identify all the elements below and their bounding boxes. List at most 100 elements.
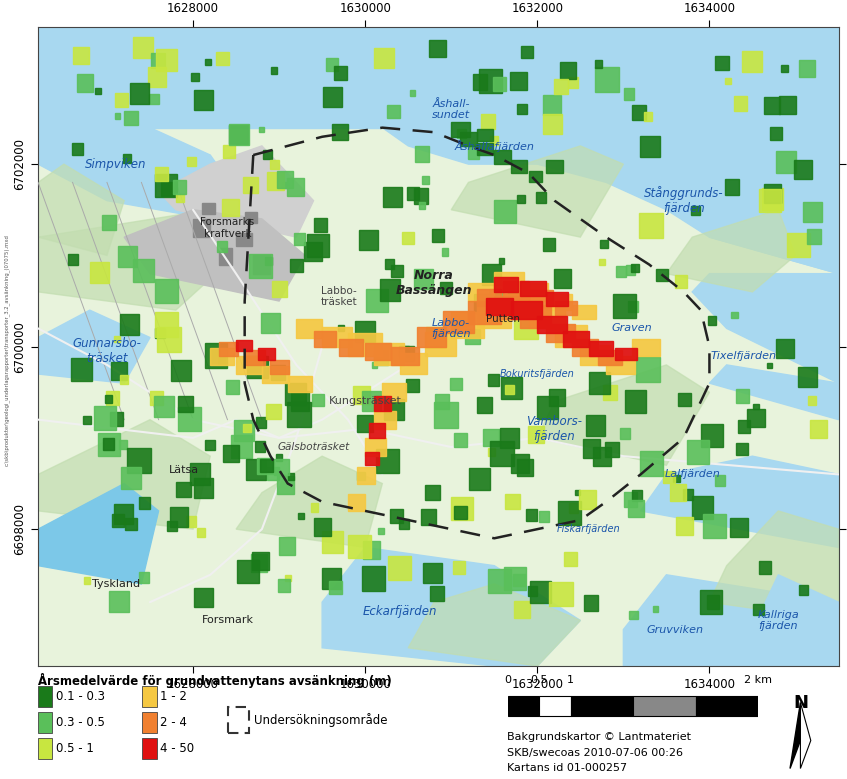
Polygon shape xyxy=(500,428,519,449)
Polygon shape xyxy=(125,210,305,301)
Polygon shape xyxy=(453,561,465,574)
Polygon shape xyxy=(243,425,251,432)
Polygon shape xyxy=(357,467,375,484)
Polygon shape xyxy=(261,312,280,333)
Polygon shape xyxy=(274,460,289,474)
Polygon shape xyxy=(489,289,503,304)
Polygon shape xyxy=(518,459,533,476)
Polygon shape xyxy=(223,145,235,158)
Text: Bakgrundskartor © Lantmateriet: Bakgrundskartor © Lantmateriet xyxy=(507,732,690,742)
Polygon shape xyxy=(517,104,527,115)
Polygon shape xyxy=(632,105,645,121)
Polygon shape xyxy=(119,314,139,335)
Polygon shape xyxy=(112,514,124,527)
Polygon shape xyxy=(72,143,83,155)
Polygon shape xyxy=(365,438,386,456)
Text: Kallriga
fjärden: Kallriga fjärden xyxy=(757,610,800,631)
Polygon shape xyxy=(113,336,120,342)
Text: Gälsboträsket: Gälsboträsket xyxy=(278,442,350,452)
Polygon shape xyxy=(656,269,667,281)
Text: 2 km: 2 km xyxy=(744,675,772,685)
Bar xyxy=(142,712,157,733)
Polygon shape xyxy=(218,241,227,252)
Polygon shape xyxy=(636,357,660,382)
Polygon shape xyxy=(216,51,229,65)
Polygon shape xyxy=(514,313,539,339)
Polygon shape xyxy=(555,325,587,347)
Polygon shape xyxy=(236,340,252,351)
Polygon shape xyxy=(495,150,512,164)
Polygon shape xyxy=(628,301,638,312)
Polygon shape xyxy=(747,408,765,428)
Polygon shape xyxy=(736,389,750,403)
Polygon shape xyxy=(109,591,129,612)
Polygon shape xyxy=(376,449,399,473)
Polygon shape xyxy=(808,397,817,405)
Polygon shape xyxy=(454,506,467,520)
Polygon shape xyxy=(38,128,236,219)
Polygon shape xyxy=(670,485,685,501)
Polygon shape xyxy=(555,301,577,315)
Polygon shape xyxy=(626,265,635,275)
Polygon shape xyxy=(374,343,404,365)
Polygon shape xyxy=(348,128,839,273)
Bar xyxy=(38,686,53,707)
Polygon shape xyxy=(508,289,532,314)
Polygon shape xyxy=(391,347,418,365)
Polygon shape xyxy=(640,456,839,548)
Polygon shape xyxy=(133,259,154,282)
Polygon shape xyxy=(494,199,516,223)
Polygon shape xyxy=(764,97,779,115)
Bar xyxy=(571,696,634,717)
Polygon shape xyxy=(277,477,294,495)
Text: Norra
Bassängen: Norra Bassängen xyxy=(396,269,473,297)
Polygon shape xyxy=(529,580,551,603)
Polygon shape xyxy=(488,374,499,386)
Text: Åshall-
sundet: Åshall- sundet xyxy=(432,99,470,120)
Polygon shape xyxy=(366,289,388,312)
Polygon shape xyxy=(759,189,781,212)
Polygon shape xyxy=(408,584,580,666)
Text: Gruvviken: Gruvviken xyxy=(646,625,704,635)
Polygon shape xyxy=(488,569,511,593)
Polygon shape xyxy=(414,146,429,161)
Polygon shape xyxy=(362,391,381,411)
Polygon shape xyxy=(390,509,403,523)
Text: SKB/swecoas 2010-07-06 00:26: SKB/swecoas 2010-07-06 00:26 xyxy=(507,748,683,758)
Polygon shape xyxy=(304,242,323,262)
Polygon shape xyxy=(731,312,738,319)
Polygon shape xyxy=(520,306,551,329)
Polygon shape xyxy=(407,379,418,393)
Text: Labbo-
träsket: Labbo- träsket xyxy=(321,286,357,307)
Polygon shape xyxy=(363,541,379,559)
Polygon shape xyxy=(495,272,524,292)
Polygon shape xyxy=(169,507,188,527)
Polygon shape xyxy=(579,490,596,509)
Polygon shape xyxy=(277,171,293,188)
Polygon shape xyxy=(441,249,448,256)
Bar xyxy=(142,738,157,760)
Polygon shape xyxy=(322,530,343,553)
Polygon shape xyxy=(586,415,606,435)
Polygon shape xyxy=(295,234,305,245)
Polygon shape xyxy=(173,180,186,195)
Polygon shape xyxy=(251,554,268,572)
Polygon shape xyxy=(454,432,468,446)
Polygon shape xyxy=(716,55,729,70)
Polygon shape xyxy=(546,160,563,173)
Polygon shape xyxy=(469,468,490,490)
Polygon shape xyxy=(580,345,612,365)
Polygon shape xyxy=(543,95,562,115)
Polygon shape xyxy=(313,331,336,347)
Polygon shape xyxy=(168,521,177,531)
Polygon shape xyxy=(414,269,434,289)
Polygon shape xyxy=(512,160,527,173)
Polygon shape xyxy=(631,264,639,272)
Polygon shape xyxy=(691,206,700,216)
Polygon shape xyxy=(529,305,565,329)
Polygon shape xyxy=(563,331,589,347)
Polygon shape xyxy=(554,269,572,287)
Polygon shape xyxy=(130,83,149,104)
Polygon shape xyxy=(600,259,605,265)
Polygon shape xyxy=(514,601,530,618)
